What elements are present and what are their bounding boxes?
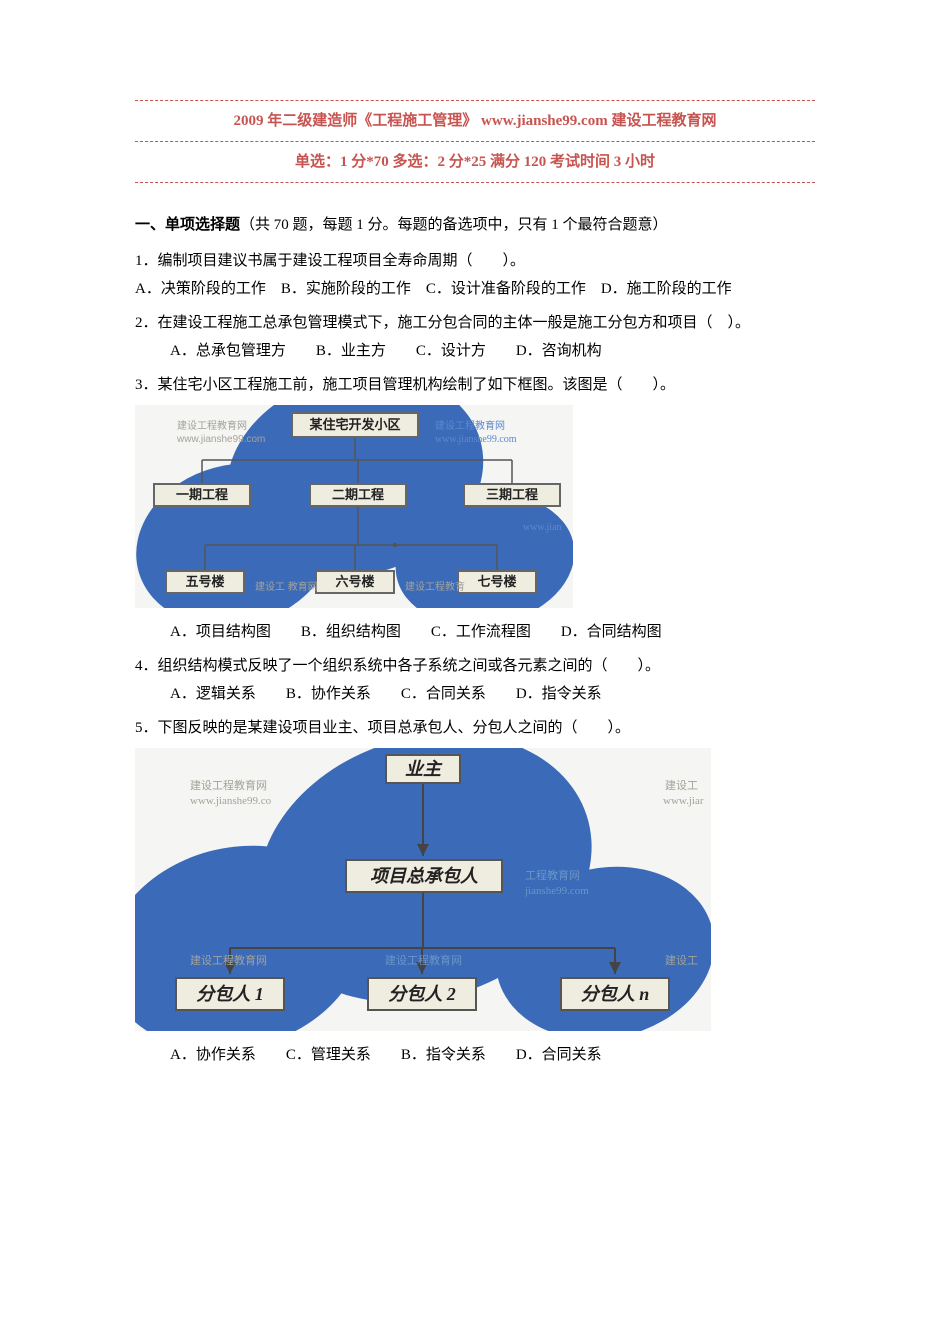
section-note: （共 70 题，每题 1 分。每题的备选项中，只有 1 个最符合题意） [240,217,668,233]
doc-title: 2009 年二级建造师《工程施工管理》 www.jianshe99.com 建设… [135,101,815,141]
d1-wm: www.jian [523,520,562,536]
d1-b5: 五号楼 [165,570,245,594]
d1-root: 某住宅开发小区 [291,412,419,438]
diagram-1: 某住宅开发小区 一期工程 二期工程 三期工程 五号楼 六号楼 七号楼 建设工程教… [135,405,815,608]
divider [135,182,815,183]
d2-wm: 建设工程教育网 [385,953,462,971]
d1-wm: www.jianshe99.com [435,432,517,448]
q2-text: 2．在建设工程施工总承包管理模式下，施工分包合同的主体一般是施工分包方和项目（ … [135,311,815,335]
d2-owner: 业主 [385,754,461,784]
q5-text: 5．下图反映的是某建设项目业主、项目总承包人、分包人之间的（ ）。 [135,716,815,740]
d1-b7: 七号楼 [457,570,537,594]
d2-wm: 建设工程教育网 [190,953,267,971]
q2-options: A．总承包管理方 B．业主方 C．设计方 D．咨询机构 [135,339,815,363]
d1-p1: 一期工程 [153,483,251,507]
q4-text: 4．组织结构模式反映了一个组织系统中各子系统之间或各元素之间的（ ）。 [135,654,815,678]
section-heading: 一、单项选择题（共 70 题，每题 1 分。每题的备选项中，只有 1 个最符合题… [135,213,815,237]
q5-options: A．协作关系 C．管理关系 B．指令关系 D．合同关系 [135,1043,815,1067]
d1-p3: 三期工程 [463,483,561,507]
diagram-2: 业主 项目总承包人 分包人 1 分包人 2 分包人 n 建设工程教育网 www.… [135,748,815,1031]
d1-wm: 建设工 教育网 [255,580,318,596]
d2-wm: www.jianshe99.co [190,793,271,811]
d2-s2: 分包人 2 [367,977,477,1011]
q3-options: A．项目结构图 B．组织结构图 C．工作流程图 D．合同结构图 [135,620,815,644]
q3-text: 3．某住宅小区工程施工前，施工项目管理机构绘制了如下框图。该图是（ ）。 [135,373,815,397]
d1-b6: 六号楼 [315,570,395,594]
d2-sn: 分包人 n [560,977,670,1011]
d1-wm: www.jianshe99.com [177,432,265,448]
d2-wm: www.jiar [663,793,704,811]
section-label: 单项选择题 [165,217,240,233]
d1-wm: 建设工程教育 [405,580,465,596]
q1-options: A．决策阶段的工作 B．实施阶段的工作 C．设计准备阶段的工作 D．施工阶段的工… [135,277,815,301]
doc-subtitle: 单选：1 分*70 多选：2 分*25 满分 120 考试时间 3 小时 [135,142,815,182]
d2-wm: 建设工 [665,953,698,971]
d2-s1: 分包人 1 [175,977,285,1011]
d2-gc: 项目总承包人 [345,859,503,893]
d2-wm: jianshe99.com [525,883,589,901]
q4-options: A．逻辑关系 B．协作关系 C．合同关系 D．指令关系 [135,682,815,706]
q1-text: 1．编制项目建议书属于建设工程项目全寿命周期（ ）。 [135,249,815,273]
d1-p2: 二期工程 [309,483,407,507]
section-prefix: 一、 [135,217,165,233]
